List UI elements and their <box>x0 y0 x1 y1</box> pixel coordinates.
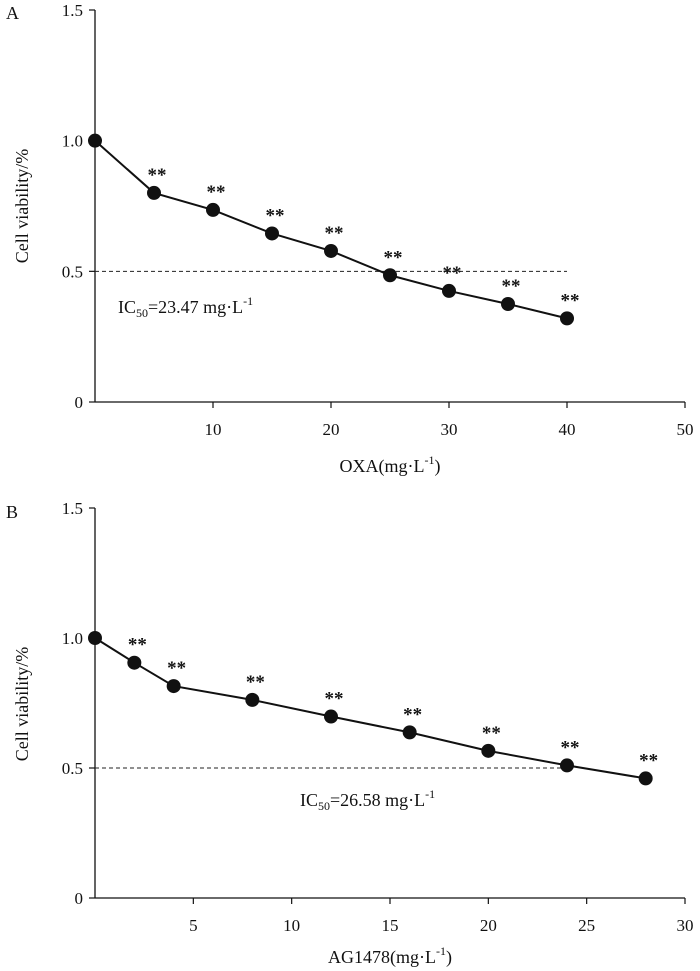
chart-panel-b: B 0 0.5 1.0 1.5 5 10 15 20 25 30 ** ** ** ** ** ** ** ** IC… <box>6 499 694 968</box>
data-point <box>560 311 574 326</box>
significance-mark: ** <box>325 223 344 244</box>
y-tick-label: 0.5 <box>62 759 83 778</box>
data-point <box>127 655 142 670</box>
data-point <box>383 268 397 283</box>
x-tick-label: 5 <box>189 916 198 935</box>
x-axis-title: OXA(mg·L-1) <box>340 453 441 477</box>
significance-mark: ** <box>561 737 580 758</box>
data-point <box>88 631 102 645</box>
y-tick-label: 0 <box>75 393 84 412</box>
x-tick-label: 20 <box>480 916 497 935</box>
y-tick-label: 0 <box>75 889 84 908</box>
y-tick-label: 1.5 <box>62 499 83 518</box>
significance-mark: ** <box>167 658 186 679</box>
data-point <box>166 679 181 694</box>
data-point <box>638 771 653 786</box>
panel-label: B <box>6 502 18 522</box>
significance-mark: ** <box>148 165 167 186</box>
data-point <box>245 692 260 707</box>
significance-mark: ** <box>443 263 462 284</box>
data-point <box>324 243 338 258</box>
y-axis-title: Cell viability/% <box>12 647 32 762</box>
x-tick-label: 50 <box>677 420 694 439</box>
significance-mark: ** <box>639 750 658 771</box>
x-tick-label: 30 <box>441 420 458 439</box>
data-point <box>88 133 102 148</box>
y-tick-label: 1.5 <box>62 1 83 20</box>
chart-panel-a: A 0 0.5 1.0 1.5 10 20 30 40 50 ** ** ** ** ** ** ** ** IC5… <box>6 1 694 477</box>
significance-mark: ** <box>502 276 521 297</box>
x-tick-label: 20 <box>323 420 340 439</box>
significance-mark: ** <box>246 672 265 693</box>
y-axis-title: Cell viability/% <box>12 149 32 264</box>
data-point <box>206 202 220 217</box>
ic50-annotation: IC50=23.47 mg·L-1 <box>118 294 253 320</box>
significance-mark: ** <box>561 290 580 311</box>
data-point <box>481 743 496 758</box>
data-point <box>402 725 417 740</box>
data-point <box>265 226 279 241</box>
data-point <box>147 185 161 200</box>
x-tick-label: 10 <box>283 916 300 935</box>
data-point <box>501 297 515 311</box>
panel-label: A <box>6 3 19 23</box>
data-point <box>560 758 574 773</box>
significance-mark: ** <box>266 205 285 226</box>
x-tick-label: 25 <box>578 916 595 935</box>
data-point <box>442 283 456 298</box>
significance-mark: ** <box>207 182 226 203</box>
data-point <box>324 709 338 724</box>
significance-mark: ** <box>384 247 403 268</box>
y-tick-label: 1.0 <box>62 132 83 151</box>
x-tick-label: 10 <box>205 420 222 439</box>
y-tick-label: 1.0 <box>62 629 83 648</box>
significance-mark: ** <box>128 635 147 656</box>
significance-mark: ** <box>403 704 422 725</box>
ic50-annotation: IC50=26.58 mg·L-1 <box>300 787 435 813</box>
y-tick-label: 0.5 <box>62 262 83 281</box>
x-tick-label: 30 <box>677 916 694 935</box>
x-axis-title: AG1478(mg·L-1) <box>328 944 452 968</box>
x-tick-label: 40 <box>559 420 576 439</box>
significance-mark: ** <box>482 723 501 744</box>
x-tick-label: 15 <box>382 916 399 935</box>
significance-mark: ** <box>325 689 344 710</box>
